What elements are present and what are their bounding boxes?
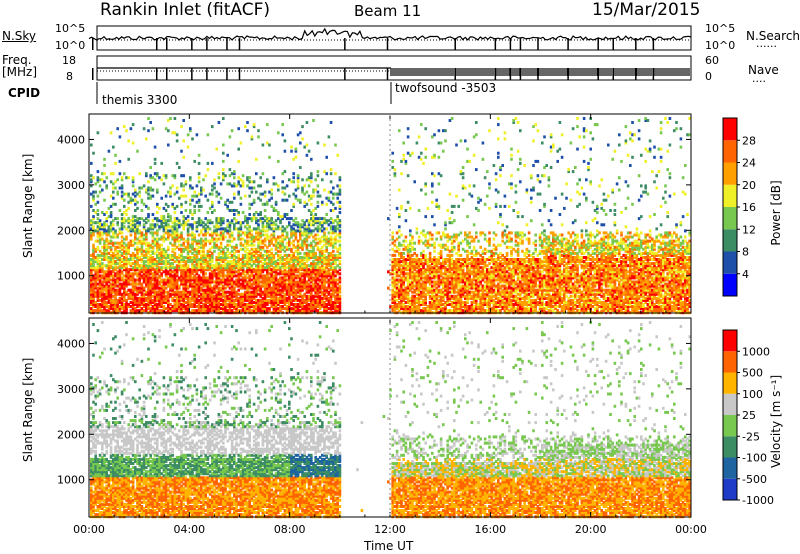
- colorbar-tick-label: -500: [742, 473, 767, 486]
- colorbar-tick-label: 24: [742, 157, 756, 170]
- colorbar-tick-label: 4: [742, 268, 749, 281]
- nsearch-tick-bottom: 10^0: [705, 39, 736, 52]
- nave-label: Nave: [748, 63, 779, 77]
- power-ylabel: Slant Range [km]: [21, 153, 35, 258]
- nave-tick-top: 60: [705, 54, 719, 67]
- power-cbar-label: Power [dB]: [769, 180, 783, 246]
- freq-panel: [92, 55, 692, 81]
- nsky-label: N.Sky: [2, 29, 37, 43]
- date-title: 15/Mar/2015: [592, 0, 701, 20]
- power-colorbar: 28 24 20 16 12 8 4: [722, 117, 756, 297]
- colorbar-tick-label: -25: [742, 430, 760, 443]
- colorbar-tick-label: 28: [742, 134, 756, 147]
- colorbar-tick-label: 12: [742, 223, 756, 236]
- colorbar-tick-label: 20: [742, 179, 756, 192]
- colorbar-segment: [723, 393, 737, 415]
- colorbar-segment: [723, 251, 737, 274]
- nsearch-tick-top: 10^5: [705, 22, 736, 35]
- nave-tick-bottom: 0: [705, 70, 712, 83]
- beam-title: Beam 11: [354, 2, 422, 20]
- cpid-markers: [96, 82, 392, 104]
- nsearch-label: N.Search: [746, 29, 800, 43]
- colorbar-segment: [723, 415, 737, 437]
- x-tick-label: 20:00: [575, 523, 607, 536]
- x-tick-label: 12:00: [374, 523, 406, 536]
- x-tick-label: 08:00: [274, 523, 306, 536]
- colorbar-tick-label: 25: [742, 409, 756, 422]
- colorbar-segment: [723, 162, 737, 185]
- station-title: Rankin Inlet (fitACF): [100, 0, 271, 20]
- colorbar-segment: [723, 351, 737, 373]
- x-tick-label: 00:00: [675, 523, 707, 536]
- x-tick-label: 04:00: [173, 523, 205, 536]
- x-axis-title: Time UT: [364, 539, 414, 553]
- freq-label-1: Freq.: [2, 53, 32, 67]
- mode-label-2: twofsound -3503: [395, 81, 497, 95]
- velocity-colorbar: 1000 500 100 25 -25 -100 -500 -1000: [722, 329, 774, 507]
- mode-label-1: themis 3300: [102, 93, 178, 107]
- nave-legend-dots: ....: [752, 72, 766, 85]
- colorbar-segment: [723, 436, 737, 458]
- colorbar-segment: [723, 229, 737, 252]
- colorbar-tick-label: 100: [742, 388, 763, 401]
- colorbar-tick-label: 500: [742, 367, 763, 380]
- freq-tick-top: 18: [62, 54, 76, 67]
- velocity-ylabel: Slant Range [km]: [21, 357, 35, 462]
- colorbar-segment: [723, 184, 737, 207]
- nsky-tick-bottom: 10^0: [55, 39, 86, 52]
- colorbar-tick-label: -100: [742, 452, 767, 465]
- colorbar-tick-label: 1000: [742, 345, 770, 358]
- colorbar-segment: [723, 457, 737, 479]
- colorbar-segment: [723, 273, 737, 296]
- colorbar-tick-label: 8: [742, 246, 749, 259]
- freq-tick-bottom: 8: [66, 70, 73, 83]
- colorbar-tick-label: -1000: [742, 494, 774, 507]
- freq-label-2: [MHz]: [2, 65, 38, 79]
- nsky-panel: [88, 25, 692, 51]
- x-tick-label: 00:00: [73, 523, 105, 536]
- colorbar-segment: [723, 207, 737, 230]
- colorbar-segment: [723, 118, 737, 141]
- x-tick-label: 16:00: [474, 523, 506, 536]
- colorbar-segment: [723, 330, 737, 352]
- power-cells: [90, 117, 691, 315]
- velocity-cbar-label: Velocity [m s⁻¹]: [769, 374, 783, 468]
- colorbar-segment: [723, 478, 737, 500]
- nsky-trace: [88, 27, 692, 50]
- freq-trace: [92, 67, 690, 80]
- colorbar-tick-label: 16: [742, 201, 756, 214]
- colorbar-segment: [723, 140, 737, 163]
- nsky-tick-top: 10^5: [55, 22, 86, 35]
- nsearch-legend-dots: ......: [756, 37, 777, 50]
- colorbar-segment: [723, 372, 737, 394]
- cpid-label: CPID: [8, 86, 41, 100]
